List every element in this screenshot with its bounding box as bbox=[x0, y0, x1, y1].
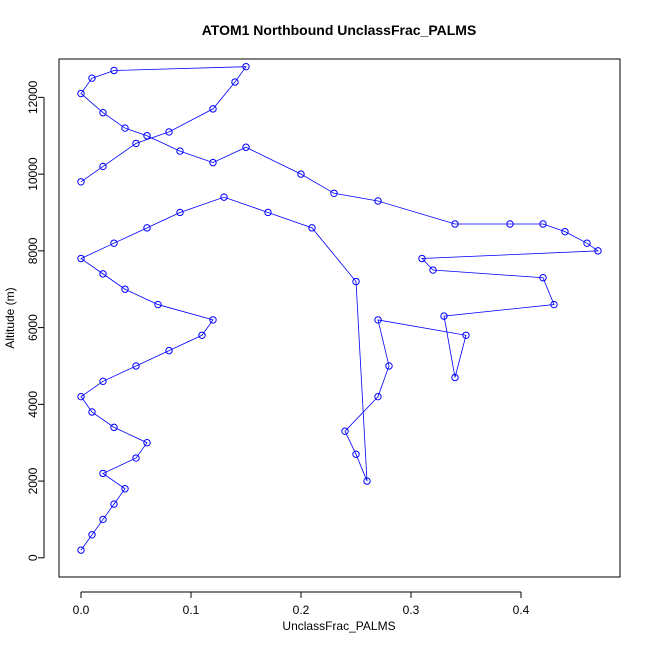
data-point bbox=[363, 477, 371, 485]
data-point bbox=[209, 105, 217, 113]
data-point bbox=[143, 439, 151, 447]
data-point bbox=[374, 316, 382, 324]
y-tick-label: 12000 bbox=[26, 80, 40, 114]
data-point bbox=[352, 450, 360, 458]
data-point bbox=[88, 531, 96, 539]
data-point bbox=[385, 362, 393, 370]
x-tick-label: 0.0 bbox=[73, 603, 90, 617]
data-point bbox=[154, 300, 162, 309]
data-point bbox=[242, 143, 250, 151]
data-point bbox=[132, 454, 140, 462]
data-point bbox=[88, 408, 96, 416]
data-point bbox=[352, 277, 360, 286]
data-point bbox=[440, 312, 448, 320]
data-point bbox=[539, 274, 547, 282]
plot-frame bbox=[58, 58, 621, 578]
series-group bbox=[77, 62, 602, 554]
x-tick-label: 0.2 bbox=[293, 603, 310, 617]
data-point bbox=[110, 239, 118, 247]
data-point bbox=[121, 285, 129, 293]
data-point bbox=[220, 193, 228, 201]
data-point bbox=[176, 208, 184, 217]
y-axis: 0 2000 4000 6000 8000 10000 12000 bbox=[26, 80, 45, 561]
data-point bbox=[143, 224, 151, 232]
data-point bbox=[121, 124, 129, 132]
data-point bbox=[110, 66, 118, 75]
data-point bbox=[77, 254, 85, 263]
data-point bbox=[583, 239, 591, 247]
data-point bbox=[99, 270, 107, 278]
y-tick-label: 8000 bbox=[26, 237, 40, 264]
data-point bbox=[99, 515, 107, 524]
data-point bbox=[374, 197, 382, 205]
y-tick-label: 10000 bbox=[26, 157, 40, 191]
data-point bbox=[99, 469, 107, 478]
data-point bbox=[132, 139, 140, 148]
x-tick-label: 0.4 bbox=[513, 603, 530, 617]
data-point bbox=[110, 423, 118, 432]
x-axis-label: UnclassFrac_PALMS bbox=[282, 619, 395, 633]
data-point bbox=[143, 132, 151, 140]
y-tick-label: 0 bbox=[26, 554, 40, 561]
plot-border bbox=[58, 58, 621, 578]
data-point bbox=[330, 189, 338, 197]
data-point bbox=[88, 74, 96, 82]
data-point bbox=[264, 208, 272, 217]
data-point bbox=[506, 220, 514, 228]
data-point bbox=[176, 147, 184, 155]
data-point bbox=[231, 78, 239, 86]
data-point bbox=[77, 392, 85, 401]
data-point bbox=[99, 109, 107, 117]
y-tick-label: 2000 bbox=[26, 467, 40, 494]
data-point bbox=[561, 227, 569, 236]
data-point bbox=[462, 331, 470, 339]
y-tick-label: 4000 bbox=[26, 391, 40, 418]
data-point bbox=[77, 546, 85, 554]
data-point bbox=[198, 331, 206, 339]
data-point bbox=[308, 224, 316, 232]
data-point bbox=[451, 373, 459, 382]
x-tick-label: 0.3 bbox=[403, 603, 420, 617]
data-point bbox=[297, 170, 305, 178]
x-axis: 0.0 0.1 0.2 0.3 0.4 bbox=[73, 591, 530, 617]
data-point bbox=[165, 128, 173, 136]
data-point bbox=[341, 427, 349, 435]
data-point bbox=[594, 247, 602, 255]
data-point bbox=[209, 316, 217, 324]
data-point bbox=[374, 392, 382, 401]
chart-title: ATOM1 Northbound UnclassFrac_PALMS bbox=[202, 22, 477, 38]
data-point bbox=[209, 158, 217, 167]
data-point bbox=[121, 485, 129, 493]
data-point bbox=[539, 220, 547, 228]
data-point bbox=[550, 300, 558, 309]
x-tick-label: 0.1 bbox=[183, 603, 200, 617]
data-point bbox=[99, 377, 107, 386]
data-point bbox=[451, 220, 459, 228]
series-line bbox=[80, 66, 600, 551]
data-point bbox=[165, 346, 173, 355]
data-point bbox=[110, 500, 118, 508]
data-point bbox=[418, 254, 426, 263]
y-tick-label: 6000 bbox=[26, 314, 40, 341]
data-point bbox=[132, 362, 140, 370]
data-point bbox=[77, 178, 85, 186]
data-point bbox=[99, 162, 107, 171]
data-point bbox=[77, 89, 85, 98]
y-axis-label: Altitude (m) bbox=[3, 287, 17, 348]
data-point bbox=[242, 62, 250, 71]
data-point bbox=[429, 266, 437, 274]
